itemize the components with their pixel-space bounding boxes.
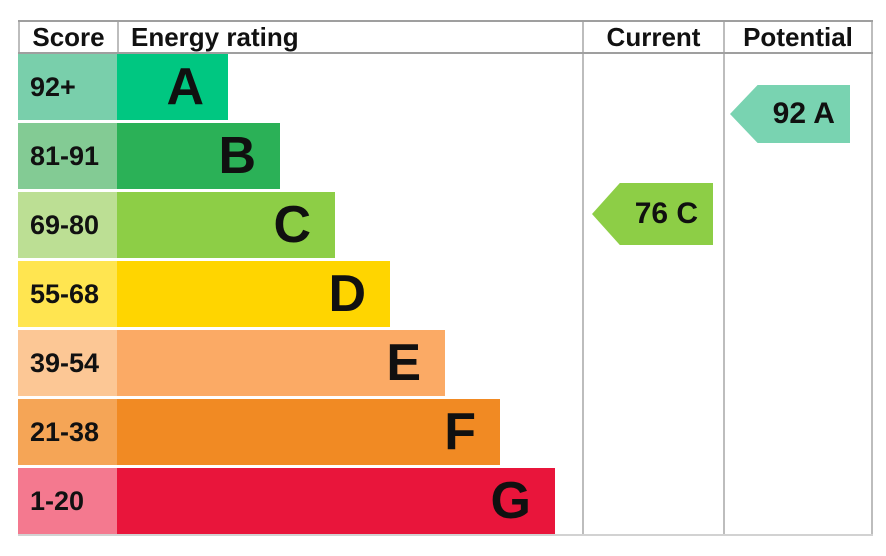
band-score-g: 1-20 (18, 468, 117, 534)
band-bar-f: F (117, 399, 500, 465)
band-row-d: 55-68 D (18, 261, 582, 327)
epc-rating-chart: Score Energy rating Current Potential 92… (18, 20, 873, 536)
current-rating-arrow: 76 C (592, 183, 713, 245)
current-column-border (582, 20, 584, 534)
band-row-g: 1-20 G (18, 468, 582, 534)
header-potential: Potential (723, 22, 873, 52)
potential-column-border (723, 20, 725, 534)
potential-rating-arrow: 92 A (730, 85, 850, 143)
table-right-border (871, 20, 873, 534)
band-bar-d: D (117, 261, 390, 327)
band-row-b: 81-91 B (18, 123, 582, 189)
current-rating-value: 76 C (634, 197, 699, 230)
header-current: Current (582, 22, 723, 52)
band-row-f: 21-38 F (18, 399, 582, 465)
band-letter-b: B (218, 127, 256, 185)
band-row-a: 92+ A (18, 54, 582, 120)
header-energy-rating: Energy rating (117, 22, 582, 52)
band-letter-g: G (490, 472, 531, 530)
header-score: Score (18, 22, 117, 52)
band-score-d: 55-68 (18, 261, 117, 327)
band-letter-e: E (386, 334, 421, 392)
table-header: Score Energy rating Current Potential (18, 20, 873, 54)
band-score-a: 92+ (18, 54, 117, 120)
band-bar-c: C (117, 192, 335, 258)
rating-bands: 92+ A 81-91 B 69-80 C 55-68 D 39-54 (18, 54, 582, 537)
band-bar-g: G (117, 468, 555, 534)
band-row-c: 69-80 C (18, 192, 582, 258)
band-score-f: 21-38 (18, 399, 117, 465)
band-letter-a: A (166, 58, 204, 116)
band-score-e: 39-54 (18, 330, 117, 396)
band-bar-b: B (117, 123, 280, 189)
band-bar-a: A (117, 54, 228, 120)
band-letter-f: F (444, 403, 476, 461)
band-bar-e: E (117, 330, 445, 396)
band-letter-d: D (328, 265, 366, 323)
potential-rating-value: 92 A (772, 97, 835, 130)
band-score-b: 81-91 (18, 123, 117, 189)
band-score-c: 69-80 (18, 192, 117, 258)
band-row-e: 39-54 E (18, 330, 582, 396)
table-bottom-border (18, 534, 873, 536)
band-letter-c: C (273, 196, 311, 254)
